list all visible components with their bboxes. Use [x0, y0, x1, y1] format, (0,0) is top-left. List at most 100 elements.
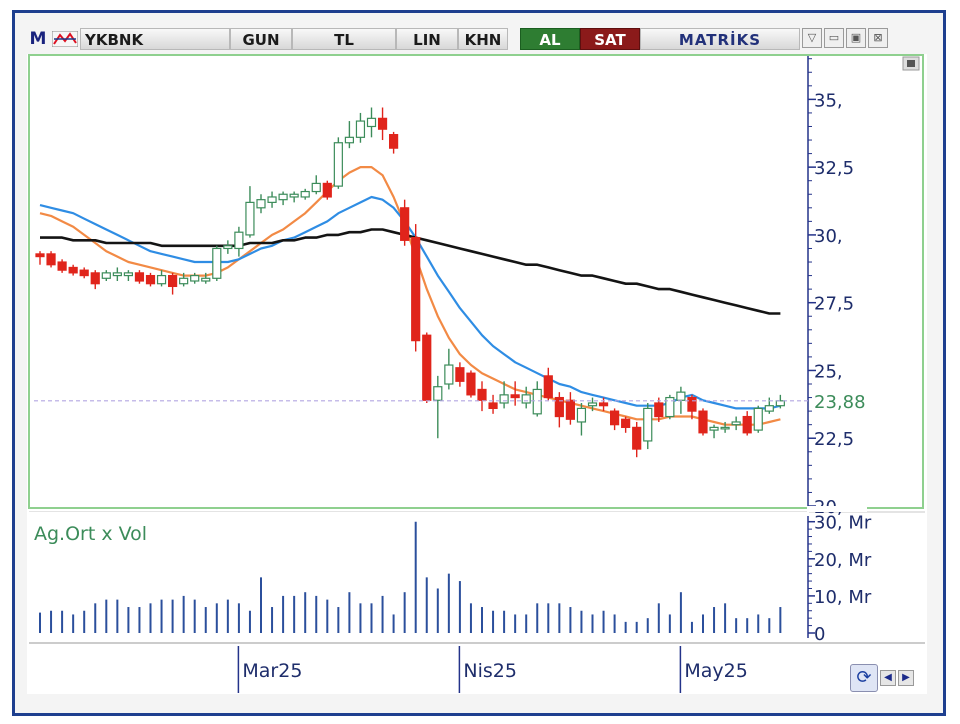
candle-body: [267, 196, 277, 203]
candle-body: [554, 396, 564, 418]
candle-body: [720, 426, 730, 430]
price-tick-label: 27,5: [814, 294, 854, 315]
dropdown-icon[interactable]: ▽: [802, 28, 822, 48]
candle-body: [223, 245, 233, 250]
candle-body: [698, 410, 708, 434]
candle-body: [46, 253, 56, 266]
candle-body: [411, 237, 421, 342]
candle-body: [676, 391, 686, 401]
candle-body: [499, 394, 509, 404]
candle-body: [256, 199, 266, 209]
date-label: Nis25: [463, 660, 517, 682]
scroll-right-icon[interactable]: ▶: [898, 670, 914, 686]
candle-body: [289, 193, 299, 198]
candle-body: [201, 277, 211, 282]
date-axis: Mar25 Nis25 May25: [237, 646, 748, 693]
volume-tick-label: 0: [814, 624, 825, 645]
candle-body: [344, 136, 354, 144]
candle-body: [123, 272, 134, 277]
volume-bars: [39, 521, 782, 633]
candle-body: [731, 421, 741, 426]
date-label: Mar25: [242, 660, 302, 682]
candle-body: [389, 134, 399, 149]
menu-button[interactable]: M: [29, 29, 47, 49]
volume-panel: [29, 512, 809, 638]
candle-body: [621, 418, 631, 428]
candle-body: [145, 274, 156, 285]
candle-body: [521, 394, 531, 404]
candle-body: [665, 396, 675, 418]
candle-body: [366, 117, 377, 128]
volume-tick-label: 30, Mr: [814, 513, 872, 534]
candle-body: [79, 269, 89, 277]
close-icon[interactable]: ⊠: [868, 28, 888, 48]
candle-body: [57, 261, 67, 271]
candle-body: [532, 388, 542, 415]
candle-body: [510, 394, 520, 399]
candle-body: [444, 364, 454, 385]
volume-tick-label: 10, Mr: [814, 587, 872, 608]
candle-body: [543, 375, 553, 399]
chart-toolbar: M YKBNK GUN TL LIN KHN AL SAT MATRİKS ▽ …: [26, 28, 928, 52]
price-tick-label: 22,5: [814, 429, 854, 450]
candle-body: [455, 367, 465, 382]
candle-body: [709, 426, 719, 431]
brand-label: MATRİKS: [640, 28, 800, 50]
candle-body: [576, 407, 587, 423]
refresh-icon[interactable]: ⟳: [850, 664, 878, 692]
price-tick-label: 35,: [814, 90, 843, 111]
candle-body: [400, 207, 410, 241]
price-tick-label: 30,: [814, 226, 843, 247]
scale-button[interactable]: LIN: [396, 28, 458, 50]
candle-body: [488, 402, 498, 410]
candle-body: [609, 410, 620, 426]
candle-body: [654, 402, 664, 418]
last-price-label: 23,88: [814, 392, 866, 413]
volume-tick-label: 20, Mr: [814, 550, 872, 571]
candle-body: [168, 274, 178, 288]
candle-body: [598, 402, 609, 407]
price-tick-label: 25,: [814, 361, 843, 382]
candle-body: [300, 190, 310, 198]
candle-body: [422, 334, 432, 401]
candle-body: [632, 426, 642, 450]
sell-button[interactable]: SAT: [580, 28, 640, 50]
candle-body: [565, 399, 576, 420]
candle-body: [311, 182, 321, 193]
symbol-field[interactable]: YKBNK: [80, 28, 230, 50]
khn-button[interactable]: KHN: [458, 28, 508, 50]
candle-body: [377, 117, 388, 130]
candle-body: [212, 247, 222, 279]
candle-body: [156, 274, 167, 285]
period-button[interactable]: GUN: [230, 28, 292, 50]
buy-button[interactable]: AL: [520, 28, 580, 50]
candle-body: [90, 272, 100, 285]
candle-body: [477, 388, 487, 401]
volume-axis: 0 10, Mr 20, Mr 30, Mr: [808, 513, 872, 645]
maximize-icon[interactable]: ▣: [846, 28, 866, 48]
candle-body: [643, 407, 653, 442]
candles: [35, 107, 785, 458]
axis-label-mask: [807, 506, 867, 512]
volume-panel-title: Ag.Ort x Vol: [34, 523, 147, 545]
candle-body: [764, 405, 774, 412]
price-panel-border: [28, 54, 924, 509]
scroll-left-icon[interactable]: ◀: [880, 670, 896, 686]
candle-body: [333, 142, 343, 187]
candle-body: [322, 182, 332, 198]
candle-body: [35, 253, 45, 258]
chart-navigation: ⟳ ◀ ▶: [850, 664, 914, 692]
candle-body: [753, 407, 763, 431]
candle-body: [68, 266, 78, 274]
candle-body: [278, 193, 288, 201]
candle-body: [355, 120, 366, 138]
date-label: May25: [684, 660, 747, 682]
currency-button[interactable]: TL: [292, 28, 396, 50]
symbol-logo-icon: [50, 28, 80, 50]
panel-maximize-glyph-icon: [907, 60, 915, 67]
candle-body: [742, 415, 752, 434]
minimize-icon[interactable]: ▭: [824, 28, 844, 48]
candle-body: [687, 396, 697, 412]
candle-body: [587, 402, 598, 407]
